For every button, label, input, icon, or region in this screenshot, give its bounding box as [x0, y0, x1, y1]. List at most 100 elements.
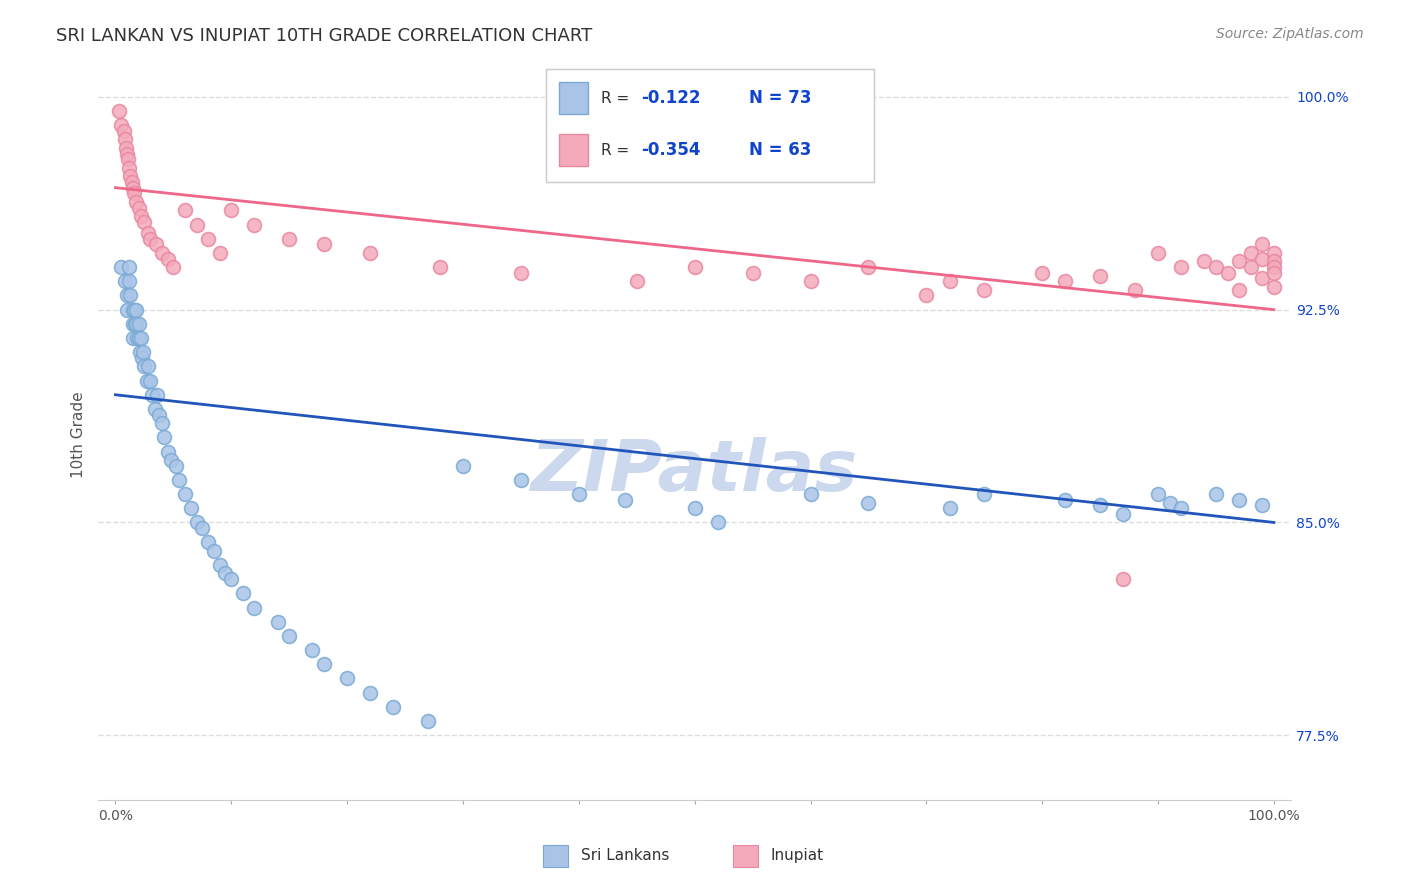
Point	[429, 260, 451, 274]
Point	[180, 501, 202, 516]
Point	[1240, 260, 1263, 274]
Point	[973, 283, 995, 297]
Point	[160, 453, 183, 467]
Point	[799, 274, 821, 288]
Point	[135, 374, 157, 388]
Point	[1147, 246, 1170, 260]
Point	[243, 218, 266, 232]
Point	[121, 175, 143, 189]
Point	[301, 643, 323, 657]
Point	[131, 351, 153, 365]
Point	[132, 345, 155, 359]
Point	[108, 104, 131, 119]
Point	[174, 487, 197, 501]
Bar	[733, 846, 758, 867]
Point	[117, 153, 139, 167]
Point	[128, 201, 150, 215]
Point	[202, 543, 225, 558]
Point	[122, 302, 145, 317]
Point	[150, 246, 173, 260]
Point	[1054, 274, 1077, 288]
Point	[219, 572, 242, 586]
Point	[120, 288, 142, 302]
Point	[1227, 254, 1250, 268]
Point	[973, 487, 995, 501]
Point	[359, 686, 381, 700]
Point	[1227, 492, 1250, 507]
Text: Inupiat: Inupiat	[770, 848, 824, 863]
Text: Source: ZipAtlas.com: Source: ZipAtlas.com	[1216, 27, 1364, 41]
Point	[162, 260, 184, 274]
Point	[208, 558, 231, 572]
Point	[121, 331, 143, 345]
Point	[150, 416, 173, 430]
Point	[509, 266, 531, 280]
Point	[336, 672, 359, 686]
Point	[124, 317, 146, 331]
Point	[1194, 254, 1216, 268]
Point	[382, 699, 405, 714]
Point	[1031, 266, 1053, 280]
Point	[312, 237, 335, 252]
Point	[186, 516, 208, 530]
Point	[1205, 487, 1227, 501]
Point	[1054, 492, 1077, 507]
Point	[148, 408, 170, 422]
Point	[915, 288, 938, 302]
Point	[1159, 495, 1181, 509]
Point	[1263, 266, 1285, 280]
Point	[1088, 268, 1111, 283]
Point	[1263, 254, 1285, 268]
Point	[191, 521, 214, 535]
Point	[127, 331, 149, 345]
Point	[118, 161, 141, 175]
Point	[232, 586, 254, 600]
Point	[120, 169, 142, 184]
Point	[115, 302, 138, 317]
Point	[156, 444, 179, 458]
Point	[858, 495, 880, 509]
Text: Sri Lankans: Sri Lankans	[581, 848, 669, 863]
Point	[626, 274, 648, 288]
Point	[143, 401, 166, 416]
Point	[1251, 237, 1274, 252]
Point	[1205, 260, 1227, 274]
Point	[1263, 246, 1285, 260]
Point	[1112, 572, 1135, 586]
Point	[114, 274, 136, 288]
Point	[707, 516, 730, 530]
Point	[165, 458, 187, 473]
Point	[139, 374, 162, 388]
Point	[1123, 283, 1146, 297]
Point	[136, 226, 159, 240]
Point	[683, 501, 706, 516]
Point	[938, 501, 960, 516]
Point	[128, 317, 150, 331]
Point	[134, 359, 156, 374]
Point	[197, 535, 219, 549]
Point	[129, 331, 152, 345]
Point	[114, 132, 136, 146]
Point	[1251, 252, 1274, 266]
Point	[115, 146, 138, 161]
Point	[118, 260, 141, 274]
Point	[278, 629, 301, 643]
Point	[146, 388, 169, 402]
Point	[741, 266, 763, 280]
Point	[121, 302, 143, 317]
Point	[110, 118, 132, 132]
Point	[186, 218, 208, 232]
Point	[141, 388, 163, 402]
Point	[153, 430, 176, 444]
Point	[1112, 507, 1135, 521]
Text: ZIPatlas: ZIPatlas	[531, 436, 859, 506]
Point	[614, 492, 637, 507]
Point	[139, 232, 162, 246]
Point	[121, 180, 143, 194]
Point	[1170, 260, 1192, 274]
Point	[1263, 280, 1285, 294]
Point	[266, 615, 288, 629]
Point	[1251, 271, 1274, 285]
Point	[278, 232, 301, 246]
Point	[208, 246, 231, 260]
